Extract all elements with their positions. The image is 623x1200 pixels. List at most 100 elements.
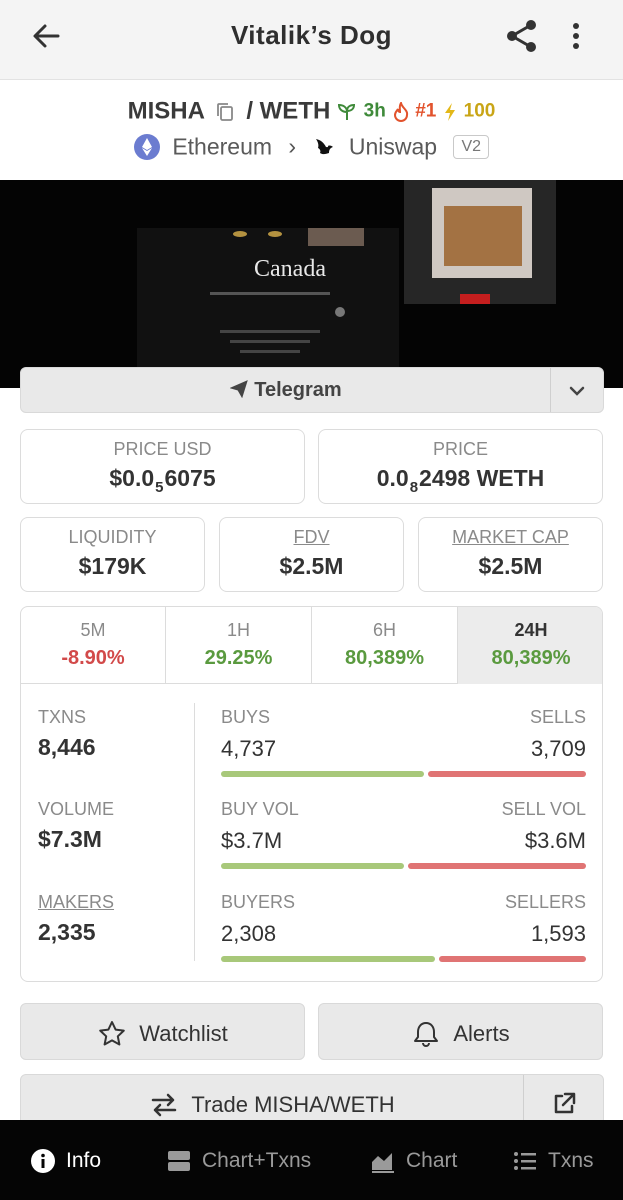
price-native-zero-count: 8 [409, 479, 419, 496]
sell-vol-label: SELL VOL [501, 799, 586, 819]
price-native-digits: 2498 WETH [419, 465, 545, 491]
price-native-prefix: 0.0 [376, 465, 409, 491]
tab-5m[interactable]: 5M -8.90% [21, 607, 166, 684]
tab-24h-label: 24H [514, 620, 548, 640]
buy-bar [221, 771, 424, 777]
buys-value: 4,737 [221, 736, 277, 761]
chevron-right-icon: › [288, 133, 297, 160]
volume-value: $7.3M [38, 826, 102, 852]
timeframe-tabs: 5M -8.90% 1H 29.25% 6H 80,389% 24H 80,38… [21, 607, 602, 684]
nav-chart-txns[interactable]: Chart+Txns [166, 1148, 311, 1174]
market-cap-card[interactable]: MARKET CAP $2.5M [418, 517, 603, 592]
base-token-symbol: MISHA [127, 97, 205, 125]
price-native-value: 0.082498 WETH [319, 465, 602, 496]
sell-bar [439, 956, 586, 962]
fdv-value: $2.5M [279, 553, 344, 579]
volume-label: VOLUME [38, 799, 115, 819]
uniswap-icon [316, 138, 334, 155]
buy-vol-label: BUY VOL [221, 799, 299, 819]
trade-label: Trade MISHA/WETH [191, 1092, 395, 1117]
fdv-label[interactable]: FDV [293, 527, 330, 547]
page-title: Vitalik’s Dog [230, 20, 393, 50]
fdv-card[interactable]: FDV $2.5M [219, 517, 404, 592]
chain-dex-row: Ethereum › Uniswap V2 [0, 132, 623, 160]
makers-label[interactable]: MAKERS [38, 892, 115, 912]
nav-info-label: Info [66, 1149, 102, 1172]
banner-scene [0, 180, 623, 388]
quote-token-symbol: WETH [259, 97, 331, 125]
makers-stat[interactable]: MAKERS 2,335 [38, 892, 114, 946]
price-usd-value: $0.056075 [21, 465, 304, 496]
fire-icon [393, 101, 408, 122]
tab-1h-label: 1H [226, 620, 250, 640]
tab-6h[interactable]: 6H 80,389% [312, 607, 458, 684]
price-usd-digits: 6075 [164, 465, 216, 491]
bell-icon [414, 1022, 439, 1047]
tab-6h-label: 6H [372, 620, 396, 640]
back-arrow-icon[interactable] [28, 18, 64, 54]
telegram-label: Telegram [254, 379, 342, 401]
chain-name[interactable]: Ethereum [172, 133, 273, 160]
buys-sells-bar [221, 771, 586, 777]
buyers-sellers-bar [221, 956, 586, 962]
nav-info[interactable]: Info [30, 1148, 101, 1174]
watchlist-button[interactable]: Watchlist [20, 1003, 305, 1060]
price-usd-label: PRICE USD [113, 439, 212, 459]
nav-txns-label: Txns [548, 1149, 594, 1172]
divider [194, 703, 195, 961]
more-options-icon[interactable] [562, 18, 590, 54]
telegram-button[interactable]: Telegram [21, 379, 551, 402]
dex-version-badge: V2 [453, 134, 490, 159]
banner-text: Canada [254, 256, 326, 282]
swap-arrows-icon [152, 1093, 177, 1117]
sprout-icon [337, 103, 355, 120]
price-usd-card: PRICE USD $0.056075 [20, 429, 305, 504]
divider [523, 1075, 524, 1135]
telegram-link[interactable]: Telegram [20, 367, 604, 413]
copy-icon[interactable] [216, 102, 234, 122]
dex-name[interactable]: Uniswap [348, 133, 438, 160]
sellers-label: SELLERS [504, 892, 586, 912]
tab-1h[interactable]: 1H 29.25% [166, 607, 312, 684]
price-usd-zero-count: 5 [155, 479, 164, 496]
sell-vol-value: $3.6M [524, 828, 586, 853]
trending-rank: #1 [415, 100, 437, 122]
market-cap-label[interactable]: MARKET CAP [452, 527, 569, 547]
pair-header: MISHA / WETH 3h #1 100 [0, 97, 623, 126]
chevron-down-icon[interactable] [564, 378, 590, 404]
token-banner-image: Canada [0, 180, 623, 388]
price-native-card: PRICE 0.082498 WETH [318, 429, 603, 504]
area-chart-icon [372, 1153, 394, 1173]
nav-txns[interactable]: Txns [512, 1148, 594, 1174]
sell-bar [408, 863, 586, 869]
tab-6h-change: 80,389% [345, 647, 424, 669]
external-link-icon[interactable] [551, 1091, 577, 1117]
buys-sells-row: BUYS SELLS 4,737 3,709 [221, 707, 586, 777]
top-bar: Vitalik’s Dog [0, 0, 623, 80]
alerts-label: Alerts [453, 1021, 510, 1046]
nav-chart-txns-label: Chart+Txns [202, 1149, 312, 1172]
ethereum-icon [133, 133, 160, 160]
nav-chart-label: Chart [406, 1149, 458, 1172]
tab-24h[interactable]: 24H 80,389% [458, 607, 602, 684]
buy-vol-value: $3.7M [221, 828, 283, 853]
share-icon[interactable] [502, 16, 542, 56]
buy-bar [221, 863, 404, 869]
nav-chart[interactable]: Chart [370, 1148, 457, 1174]
txns-stat: TXNS 8,446 [38, 707, 96, 761]
makers-value: 2,335 [38, 919, 96, 945]
volume-split-row: BUY VOL SELL VOL $3.7M $3.6M [221, 799, 586, 869]
liquidity-value: $179K [78, 553, 147, 579]
sellers-value: 1,593 [530, 921, 586, 946]
info-icon [31, 1149, 55, 1173]
stats-panel: 5M -8.90% 1H 29.25% 6H 80,389% 24H 80,38… [20, 606, 603, 982]
txns-value: 8,446 [38, 734, 96, 760]
sells-label: SELLS [529, 707, 586, 727]
liquidity-label: LIQUIDITY [68, 527, 157, 547]
lightning-icon [445, 102, 455, 121]
alerts-button[interactable]: Alerts [318, 1003, 603, 1060]
tab-24h-change: 80,389% [491, 647, 571, 669]
telegram-icon [229, 380, 249, 399]
star-icon [99, 1021, 126, 1046]
volume-split-bar [221, 863, 586, 869]
